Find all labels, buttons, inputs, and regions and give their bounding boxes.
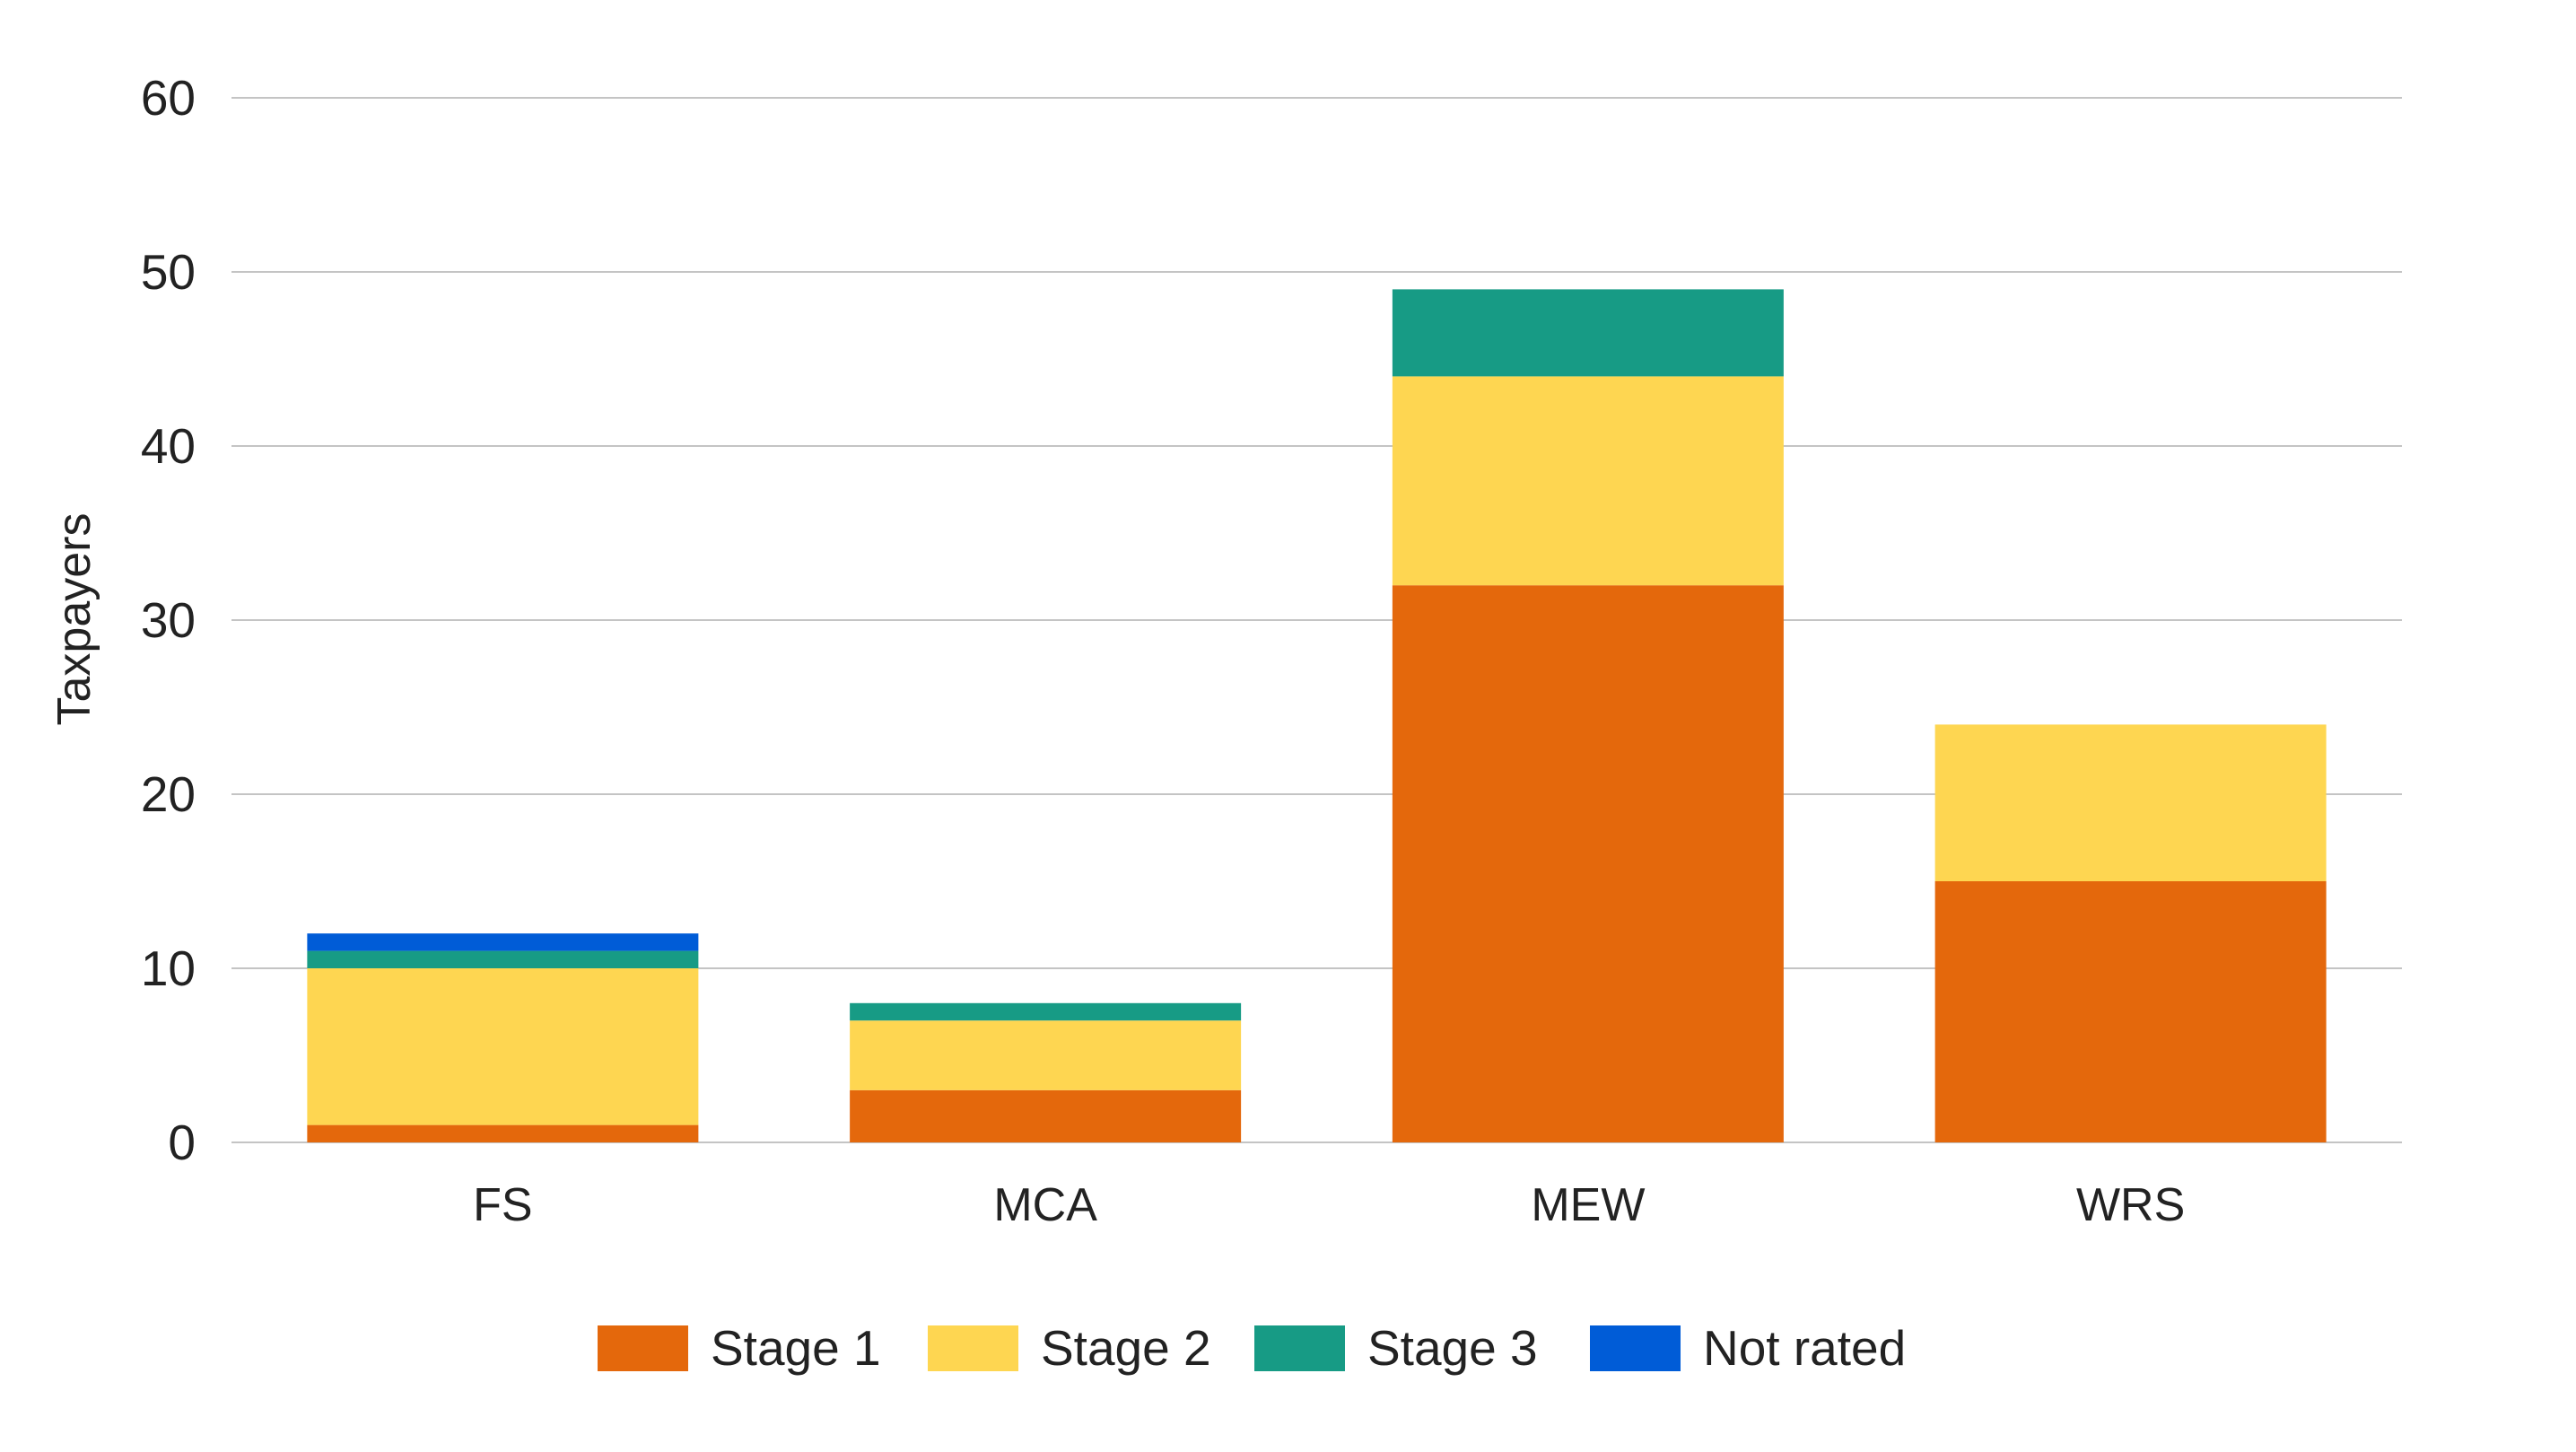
bar-segment-wrs-stage-2 bbox=[1934, 724, 2327, 881]
x-axis-ticks: FS MCA MEW WRS bbox=[473, 1179, 2185, 1231]
legend-swatch bbox=[928, 1325, 1018, 1371]
legend-swatch bbox=[598, 1325, 688, 1371]
bar-segment-fs-stage-2 bbox=[307, 968, 699, 1125]
bar-segment-mew-stage-1 bbox=[1392, 585, 1784, 1142]
legend-label: Stage 2 bbox=[1041, 1320, 1211, 1376]
bar-segment-mew-stage-3 bbox=[1392, 289, 1784, 377]
legend-label: Not rated bbox=[1703, 1320, 1906, 1376]
bar-segment-fs-stage-3 bbox=[307, 950, 699, 968]
bar-segment-mew-stage-2 bbox=[1392, 376, 1784, 586]
y-tick-label: 40 bbox=[141, 418, 196, 474]
legend: Stage 1 Stage 2 Stage 3 Not rated bbox=[598, 1320, 1906, 1376]
legend-label: Stage 1 bbox=[711, 1320, 881, 1376]
bar-segment-mca-stage-2 bbox=[850, 1020, 1242, 1090]
bar-segment-mca-stage-3 bbox=[850, 1002, 1242, 1021]
bar-segment-wrs-stage-1 bbox=[1934, 881, 2327, 1142]
legend-swatch bbox=[1254, 1325, 1345, 1371]
legend-swatch bbox=[1590, 1325, 1681, 1371]
y-axis-ticks: 0 10 20 30 40 50 60 bbox=[141, 70, 196, 1170]
y-tick-label: 0 bbox=[168, 1115, 196, 1170]
y-tick-label: 60 bbox=[141, 70, 196, 126]
y-axis-label: Taxpayers bbox=[48, 513, 100, 726]
y-tick-label: 20 bbox=[141, 766, 196, 822]
bars bbox=[307, 289, 2327, 1142]
x-tick-label: MEW bbox=[1531, 1179, 1645, 1231]
y-tick-label: 30 bbox=[141, 592, 196, 648]
bar-segment-fs-stage-1 bbox=[307, 1124, 699, 1142]
x-tick-label: WRS bbox=[2076, 1179, 2185, 1231]
x-tick-label: FS bbox=[473, 1179, 532, 1231]
y-tick-label: 50 bbox=[141, 244, 196, 300]
legend-label: Stage 3 bbox=[1367, 1320, 1538, 1376]
x-tick-label: MCA bbox=[993, 1179, 1097, 1231]
bar-segment-fs-not-rated bbox=[307, 933, 699, 951]
bar-segment-mca-stage-1 bbox=[850, 1089, 1242, 1142]
y-tick-label: 10 bbox=[141, 940, 196, 996]
